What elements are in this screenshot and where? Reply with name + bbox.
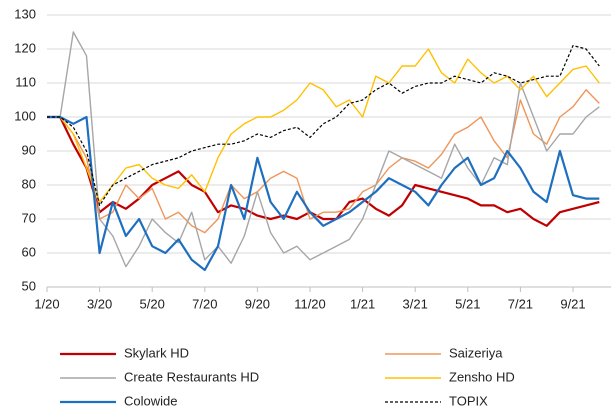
x-tick-label: 3/21: [403, 296, 428, 311]
y-tick-label: 90: [22, 142, 36, 157]
x-tick-label: 1/21: [350, 296, 375, 311]
x-tick-label: 9/21: [560, 296, 585, 311]
series-line: [47, 31, 600, 268]
y-tick-label: 70: [22, 210, 36, 225]
series-line: [47, 89, 600, 234]
x-tick-label: 7/20: [192, 296, 217, 311]
x-tick-label: 5/21: [455, 296, 480, 311]
legend-label: Saizeriya: [449, 345, 503, 360]
x-tick-label: 3/20: [87, 296, 112, 311]
legend-label: Colowide: [124, 393, 177, 408]
y-tick-label: 50: [22, 278, 36, 293]
x-tick-label: 1/20: [34, 296, 59, 311]
series-line: [47, 115, 600, 272]
legend-label: Create Restaurants HD: [124, 369, 259, 384]
x-tick-label: 11/20: [294, 296, 326, 311]
x-tick-label: 9/20: [245, 296, 270, 311]
y-tick-label: 80: [22, 176, 36, 191]
legend-label: TOPIX: [449, 393, 488, 408]
y-tick-label: 130: [14, 6, 36, 21]
y-tick-label: 100: [14, 108, 36, 123]
series-line: [47, 115, 600, 227]
y-tick-label: 60: [22, 244, 36, 259]
x-tick-label: 5/20: [140, 296, 165, 311]
series-line: [47, 48, 600, 203]
legend-label: Zensho HD: [449, 369, 515, 384]
y-tick-label: 110: [15, 74, 36, 89]
series-line: [47, 45, 600, 206]
y-tick-label: 120: [14, 40, 36, 55]
x-tick-label: 7/21: [508, 296, 533, 311]
legend-label: Skylark HD: [124, 345, 189, 360]
